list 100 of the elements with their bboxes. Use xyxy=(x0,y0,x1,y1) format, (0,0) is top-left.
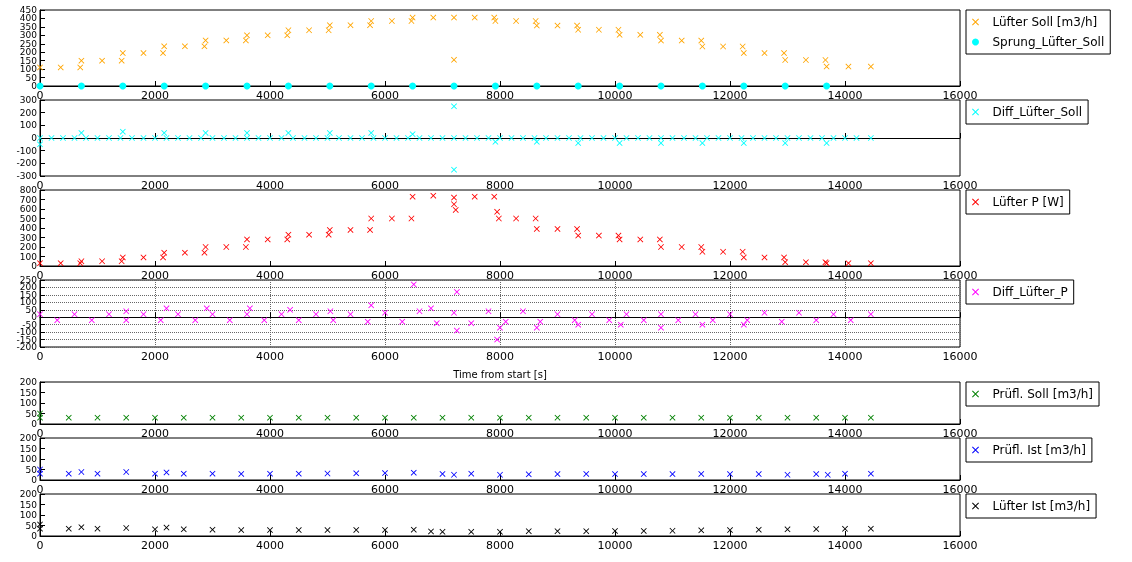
y-tick-label: 150 xyxy=(19,499,38,510)
y-tick-label: 450 xyxy=(19,5,38,15)
x-tick-label: 10000 xyxy=(597,426,633,440)
point xyxy=(658,37,664,44)
x-tick-label: 8000 xyxy=(486,426,514,440)
y-tick-label: 100 xyxy=(19,398,38,408)
x-tick-label: 8000 xyxy=(486,538,514,552)
point xyxy=(284,32,291,39)
point xyxy=(867,525,874,532)
y-tick-label: 0 xyxy=(31,475,38,485)
point xyxy=(409,82,417,90)
point xyxy=(468,528,475,535)
x-tick-label: 10000 xyxy=(597,349,633,363)
x-tick-label: 16000 xyxy=(942,88,978,102)
point xyxy=(161,43,168,50)
point xyxy=(428,528,434,535)
point xyxy=(583,528,590,535)
point xyxy=(761,50,768,57)
point xyxy=(181,43,188,50)
x-tick-label: 4000 xyxy=(256,426,284,440)
point xyxy=(698,527,705,534)
y-tick-label: 50 xyxy=(25,304,38,315)
point xyxy=(513,17,520,24)
point xyxy=(306,27,313,34)
x-tick-label: 6000 xyxy=(371,349,399,363)
x-tick-label: 16000 xyxy=(942,178,978,192)
y-tick-label: 300 xyxy=(19,232,38,243)
point xyxy=(533,82,541,90)
x-tick-label: 8000 xyxy=(486,268,514,282)
point xyxy=(616,31,623,38)
point xyxy=(326,22,333,29)
x-tick-label: 14000 xyxy=(827,482,863,496)
y-tick-label: 350 xyxy=(19,21,38,32)
legend-label: Diff_Lüfter_Soll xyxy=(992,105,1083,119)
x-tick-label: 10000 xyxy=(597,482,633,496)
y-tick-label: 50 xyxy=(25,464,38,475)
point xyxy=(823,82,831,90)
x-tick-label: 16000 xyxy=(942,426,978,440)
point xyxy=(740,82,748,90)
x-tick-label: 2000 xyxy=(141,178,169,192)
point xyxy=(720,43,727,50)
y-tick-label: 0 xyxy=(31,261,38,271)
x-tick-label: 10000 xyxy=(597,88,633,102)
y-tick-label: 200 xyxy=(19,107,38,118)
y-tick-label: 50 xyxy=(25,72,38,83)
point xyxy=(244,32,250,39)
point xyxy=(242,37,249,44)
y-tick-label: 0 xyxy=(31,531,38,541)
x-tick-label: 16000 xyxy=(942,268,978,282)
point xyxy=(180,526,187,533)
y-tick-label: 200 xyxy=(19,433,38,443)
point xyxy=(37,64,43,71)
y-tick-label: 200 xyxy=(19,47,38,58)
point xyxy=(575,26,582,33)
point xyxy=(119,82,127,90)
point xyxy=(491,82,499,90)
point xyxy=(388,17,395,24)
y-tick-label: 50 xyxy=(25,520,38,531)
point xyxy=(595,26,602,33)
legend-label: Lüfter P [W] xyxy=(992,195,1064,209)
point xyxy=(382,526,388,533)
point xyxy=(410,526,417,533)
point xyxy=(160,50,167,57)
point xyxy=(284,82,292,90)
point xyxy=(295,527,302,534)
y-tick-label: 200 xyxy=(19,489,38,499)
legend-label: Prüfl. Soll [m3/h] xyxy=(992,387,1094,401)
y-tick-label: 800 xyxy=(19,185,38,195)
x-tick-label: 2000 xyxy=(141,538,169,552)
y-tick-label: 300 xyxy=(19,95,38,105)
x-tick-label: 4000 xyxy=(256,88,284,102)
point xyxy=(640,527,647,534)
y-tick-label: -200 xyxy=(16,342,38,352)
point xyxy=(119,50,126,57)
y-tick-label: 600 xyxy=(19,204,38,214)
x-tick-label: 12000 xyxy=(712,538,748,552)
legend-label: Sprung_Lüfter_Soll xyxy=(992,35,1105,49)
x-tick-label: 4000 xyxy=(256,178,284,192)
x-tick-label: 12000 xyxy=(712,268,748,282)
x-tick-label: 6000 xyxy=(371,482,399,496)
y-tick-label: 150 xyxy=(19,55,38,66)
legend-label: Lüfter Soll [m3/h] xyxy=(992,15,1098,29)
x-tick-label: 2000 xyxy=(141,88,169,102)
legend-label: Prüfl. Ist [m3/h] xyxy=(992,443,1086,457)
point xyxy=(326,82,334,90)
point xyxy=(740,50,747,57)
y-tick-label: 0 xyxy=(31,81,38,91)
y-tick-label: 300 xyxy=(19,30,38,41)
x-tick-label: 16000 xyxy=(942,349,978,363)
y-tick-label: 400 xyxy=(19,223,38,233)
point xyxy=(574,82,582,90)
y-tick-label: 200 xyxy=(19,377,38,387)
y-tick-label: 500 xyxy=(19,213,38,224)
point xyxy=(842,525,848,532)
x-tick-label: 6000 xyxy=(371,178,399,192)
point xyxy=(782,56,789,63)
point xyxy=(867,63,874,70)
x-tick-label: 4000 xyxy=(256,538,284,552)
x-tick-label: 14000 xyxy=(827,268,863,282)
x-tick-label: 10000 xyxy=(597,538,633,552)
